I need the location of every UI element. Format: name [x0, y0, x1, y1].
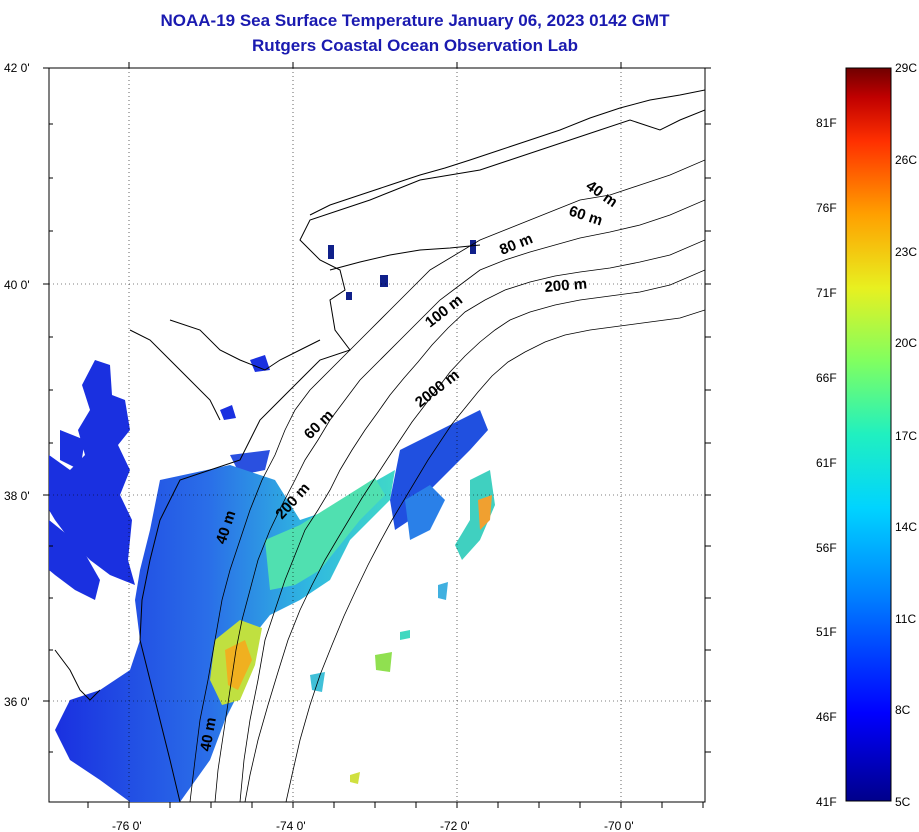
colorbar-f-label: 41F: [816, 795, 837, 809]
colorbar-f-label: 66F: [816, 371, 837, 385]
colorbar-f-label: 81F: [816, 116, 837, 130]
lat-label: 36 0': [4, 695, 30, 709]
colorbar: [845, 67, 892, 802]
colorbar-c-label: 17C: [895, 429, 917, 443]
colorbar-c-label: 20C: [895, 336, 917, 350]
lon-label: -72 0': [440, 819, 470, 832]
colorbar-c-label: 14C: [895, 520, 917, 534]
colorbar-c-label: 23C: [895, 245, 917, 259]
map-subtitle: Rutgers Coastal Ocean Observation Lab: [252, 36, 578, 55]
colorbar-c-label: 29C: [895, 61, 917, 75]
contour-label: 40 m: [197, 716, 220, 753]
lat-label: 42 0': [4, 61, 30, 75]
bathymetry-contours: [189, 159, 705, 802]
colorbar-f-label: 46F: [816, 710, 837, 724]
colorbar-f-label: 56F: [816, 541, 837, 555]
colorbar-c-label: 11C: [895, 612, 916, 626]
colorbar-c-label: 5C: [895, 795, 911, 809]
lon-label: -74 0': [276, 819, 306, 832]
colorbar-c-label: 26C: [895, 153, 917, 167]
lat-label: 40 0': [4, 278, 30, 292]
colorbar-f-label: 61F: [816, 456, 837, 470]
graticule: [49, 68, 705, 802]
lon-label: -76 0': [112, 819, 142, 832]
colorbar-f-label: 71F: [816, 286, 837, 300]
lat-label: 38 0': [4, 489, 30, 503]
map-title: NOAA-19 Sea Surface Temperature January …: [160, 11, 670, 30]
coastline: [54, 89, 705, 802]
sst-data: [49, 240, 495, 802]
colorbar-f-label: 76F: [816, 201, 837, 215]
axis-ticks: [43, 62, 711, 808]
lon-label: -70 0': [604, 819, 634, 832]
contour-label: 200 m: [544, 275, 588, 296]
colorbar-c-label: 8C: [895, 703, 911, 717]
colorbar-f-label: 51F: [816, 625, 837, 639]
